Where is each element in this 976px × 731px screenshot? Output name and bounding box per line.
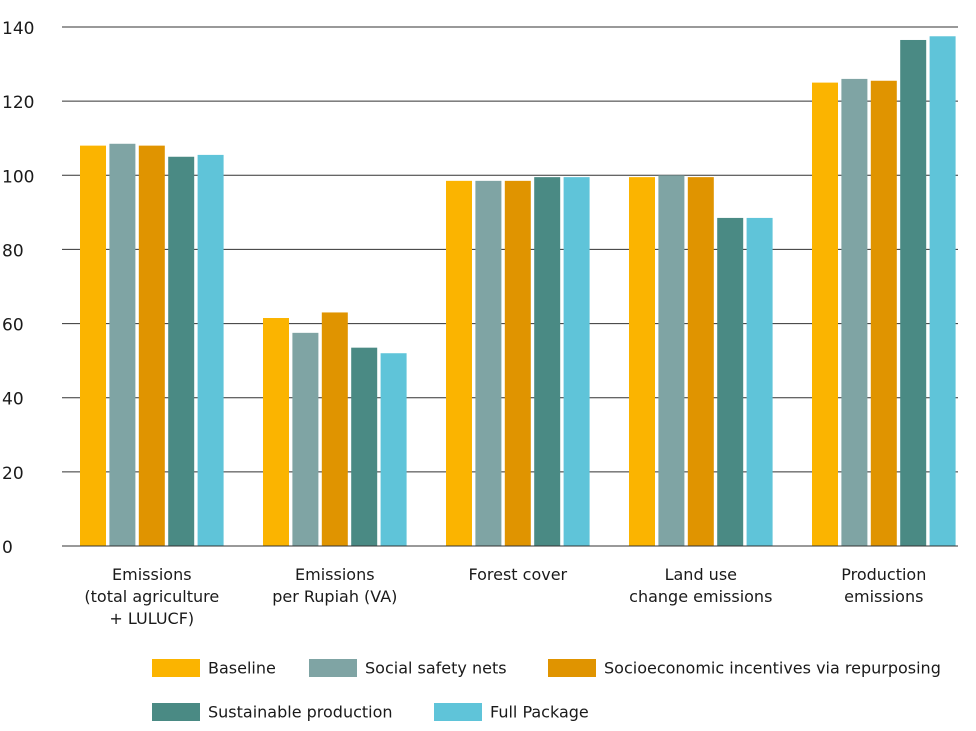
bars: [80, 36, 956, 547]
legend-swatch: [152, 659, 200, 677]
legend-swatch: [434, 703, 482, 721]
legend-label: Sustainable production: [208, 703, 393, 722]
bar-full-package: [197, 154, 224, 546]
legend-label: Socioeconomic incentives via repurposing: [604, 659, 941, 678]
bar-socioeconomic-incentives-via-repurposing: [687, 177, 714, 546]
category-labels: Emissions (total agriculture + LULUCF) Emis…: [84, 565, 926, 628]
bar-sustainable-production: [168, 156, 195, 546]
bar-sustainable-production: [717, 217, 744, 547]
category-label: Land use: [665, 565, 737, 584]
bar-sustainable-production: [351, 347, 378, 546]
bar-social-safety-nets: [841, 78, 868, 547]
bar-socioeconomic-incentives-via-repurposing: [870, 80, 897, 546]
bar-full-package: [380, 353, 407, 546]
category-label: (total agriculture: [84, 587, 219, 606]
y-tick-label: 60: [2, 316, 24, 336]
bar-socioeconomic-incentives-via-repurposing: [321, 312, 348, 546]
bar-baseline: [629, 177, 655, 546]
bar-social-safety-nets: [475, 180, 502, 546]
y-tick-label: 80: [2, 241, 24, 261]
legend: Baseline Social safety nets Socioeconomic …: [152, 659, 941, 722]
category-label: Emissions: [295, 565, 375, 584]
bar-socioeconomic-incentives-via-repurposing: [138, 145, 165, 546]
bar-sustainable-production: [900, 39, 927, 546]
y-tick-label: 40: [2, 390, 24, 410]
bar-baseline: [80, 145, 106, 546]
category-label: Production: [841, 565, 926, 584]
category-label: change emissions: [629, 587, 772, 606]
category-label: Emissions: [112, 565, 192, 584]
bar-baseline: [812, 82, 838, 546]
bar-social-safety-nets: [292, 332, 319, 546]
bar-baseline: [446, 180, 472, 546]
y-tick-label: 100: [2, 167, 34, 187]
category-label: per Rupiah (VA): [272, 587, 397, 606]
bar-full-package: [563, 177, 590, 546]
legend-label: Full Package: [490, 703, 589, 722]
y-tick-label: 140: [2, 19, 34, 39]
legend-label: Baseline: [208, 659, 276, 678]
bar-social-safety-nets: [658, 175, 685, 547]
bar-socioeconomic-incentives-via-repurposing: [504, 180, 531, 546]
bar-full-package: [746, 217, 773, 547]
category-label: emissions: [844, 587, 923, 606]
category-label: + LULUCF): [109, 609, 194, 628]
bar-baseline: [263, 318, 289, 546]
category-label: Forest cover: [468, 565, 567, 584]
legend-swatch: [309, 659, 357, 677]
legend-swatch: [548, 659, 596, 677]
bar-sustainable-production: [534, 177, 561, 546]
y-tick-label: 120: [2, 93, 34, 113]
y-tick-label: 20: [2, 464, 24, 484]
bar-full-package: [929, 36, 956, 547]
legend-label: Social safety nets: [365, 659, 507, 678]
legend-swatch: [152, 703, 200, 721]
bar-social-safety-nets: [109, 143, 136, 546]
y-axis-ticks: 0 20 40 60 80 100 120 140: [2, 19, 34, 558]
y-tick-label: 0: [2, 538, 13, 558]
